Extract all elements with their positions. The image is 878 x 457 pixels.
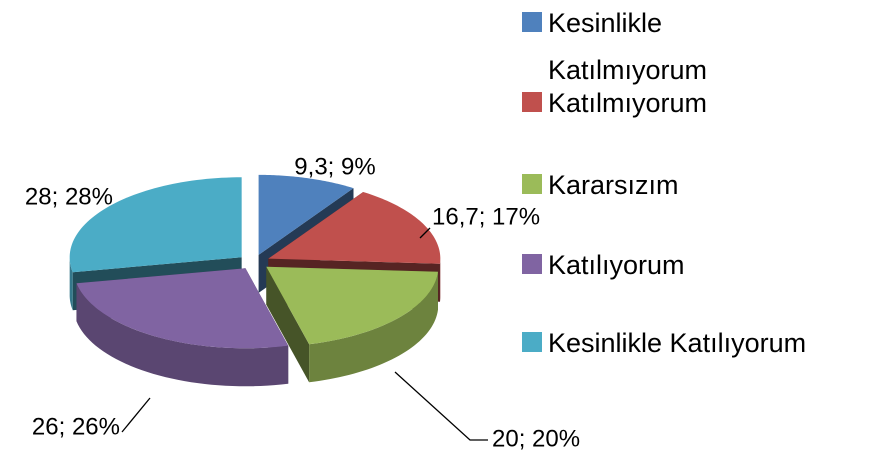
slice-top — [76, 268, 289, 349]
slice-top — [266, 266, 438, 345]
legend-swatch — [522, 12, 542, 32]
slice-side — [309, 271, 438, 383]
legend-swatch — [522, 254, 542, 274]
leader-line — [419, 227, 431, 239]
slice-top — [69, 177, 242, 273]
legend-label: Katılıyorum — [548, 250, 685, 280]
legend-item: Kesinlikle Katılıyorum — [522, 320, 878, 367]
slice-side — [76, 283, 289, 387]
legend-swatch — [522, 332, 542, 352]
legend-label: Kesinlikle Katılmıyorum — [548, 8, 708, 85]
legend-swatch — [522, 174, 542, 194]
legend-item: Katılıyorum — [522, 242, 878, 289]
slice-top — [268, 191, 441, 264]
legend-swatch — [522, 92, 542, 112]
slice-side — [69, 257, 73, 311]
legend-item: Kesinlikle Katılmıyorum — [522, 0, 752, 94]
slice-top — [258, 174, 354, 255]
slice-cut-face — [266, 266, 310, 383]
legend-label: Kararsızım — [548, 170, 679, 200]
legend-item: Kararsızım — [522, 162, 878, 209]
data-label: 16,7; 17% — [432, 203, 540, 230]
data-label: 20; 20% — [492, 425, 580, 452]
leader-line — [394, 371, 488, 441]
legend-label: Katılmıyorum — [548, 88, 708, 118]
slice — [266, 266, 438, 383]
data-label: 26; 26% — [32, 413, 120, 440]
leader-line — [121, 397, 151, 433]
legend-item: Katılmıyorum — [522, 80, 878, 127]
data-label: 9,3; 9% — [294, 153, 375, 180]
legend-label: Kesinlikle Katılıyorum — [548, 328, 807, 358]
data-label: 28; 28% — [25, 183, 113, 210]
slice — [76, 268, 289, 387]
